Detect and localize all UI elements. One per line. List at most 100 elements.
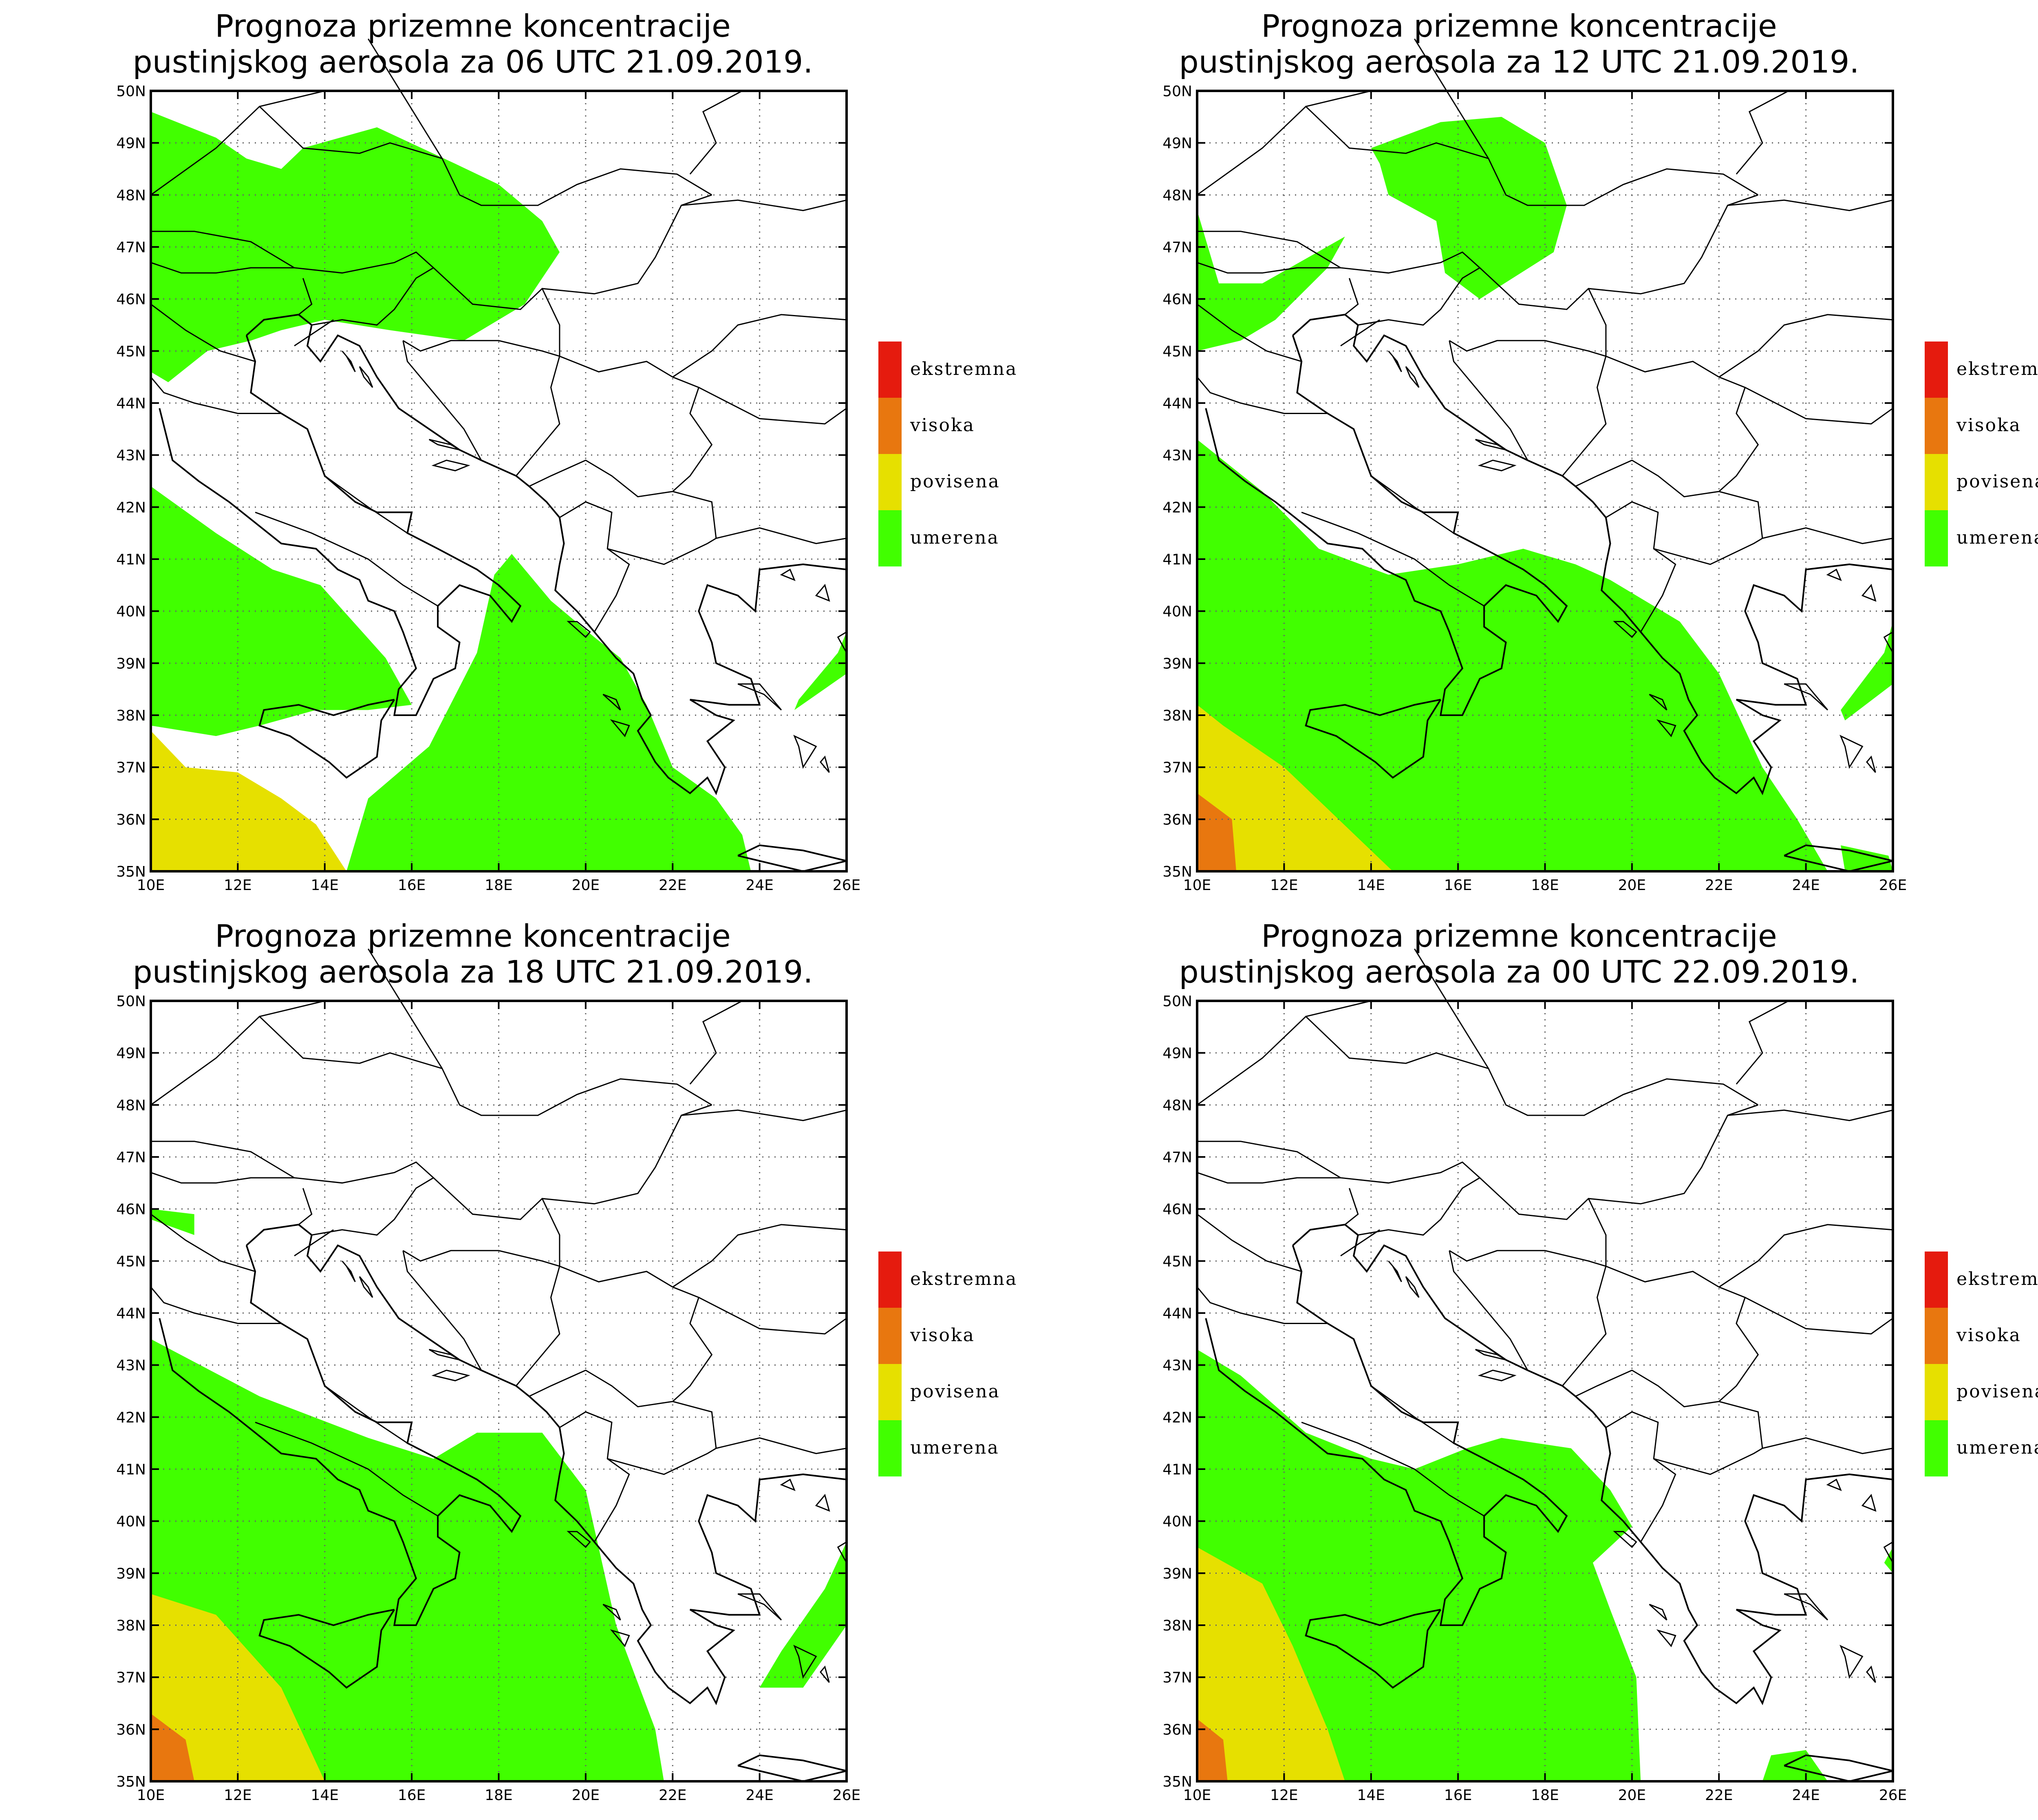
country-border: [559, 501, 630, 632]
country-border: [1196, 377, 1328, 414]
country-border: [150, 1172, 295, 1184]
island: [1656, 719, 1676, 737]
concentration-area: [794, 632, 847, 710]
island: [1784, 1593, 1828, 1621]
island: [1861, 1494, 1877, 1512]
island: [1649, 1604, 1667, 1621]
forecast-panel-2: Prognoza prizemne koncentracije pustinjs…: [1046, 0, 2038, 910]
concentration-area: [1884, 1547, 1893, 1573]
island: [815, 584, 830, 602]
lat-label: 45N: [1162, 1253, 1192, 1270]
country-border: [1197, 106, 1759, 206]
country-border: [368, 948, 443, 1069]
country-border: [150, 1016, 712, 1116]
lat-label: 35N: [116, 1774, 146, 1790]
country-border: [259, 90, 325, 107]
country-border: [1449, 1250, 1606, 1267]
country-border: [607, 1437, 847, 1475]
panel-title-line1: Prognoza prizemne koncentracije: [215, 918, 731, 954]
lon-label: 26E: [1879, 877, 1907, 894]
country-border: [1197, 194, 1758, 310]
country-border: [403, 1250, 560, 1267]
concentration-area: [1197, 1719, 1228, 1781]
concentration-area: [346, 554, 751, 871]
country-border: [698, 387, 847, 425]
island: [567, 621, 591, 638]
country-border: [1736, 90, 1789, 175]
lat-label: 46N: [116, 1201, 146, 1218]
lon-label: 16E: [1444, 1787, 1472, 1804]
country-border: [1306, 1000, 1372, 1017]
island: [1388, 1260, 1402, 1282]
lat-label: 44N: [1162, 1305, 1192, 1322]
lat-label: 48N: [116, 187, 146, 204]
concentration-area: [151, 1209, 194, 1235]
lat-label: 47N: [116, 1149, 146, 1166]
lat-label: 46N: [116, 291, 146, 308]
coastline: [159, 1245, 522, 1626]
lon-label: 24E: [746, 877, 774, 894]
country-border: [541, 288, 713, 492]
lat-label: 47N: [1162, 239, 1192, 256]
country-border: [1197, 1104, 1758, 1220]
legend-swatch-visoka: [1925, 398, 1948, 454]
country-border: [672, 314, 847, 378]
island: [780, 568, 796, 581]
lat-label: 43N: [116, 1357, 146, 1374]
country-border: [150, 1214, 256, 1272]
lat-label: 44N: [116, 1305, 146, 1322]
country-border: [672, 1224, 847, 1288]
lon-label: 24E: [1792, 1787, 1820, 1804]
country-border: [1306, 90, 1372, 107]
panel-title-line2: pustinjskog aerosola za 06 UTC 21.09.201…: [132, 44, 813, 80]
legend-swatch-ekstremna: [1925, 342, 1948, 398]
lon-label: 12E: [224, 1787, 252, 1804]
concentration-area: [1841, 621, 1893, 721]
island: [359, 366, 373, 388]
country-border: [1449, 1250, 1528, 1371]
lon-label: 12E: [224, 877, 252, 894]
concentration-legend: ekstremna visoka povisena umerena: [878, 1252, 1050, 1476]
lat-label: 46N: [1162, 291, 1192, 308]
lat-label: 41N: [116, 1461, 146, 1478]
island: [602, 694, 621, 711]
country-border: [298, 1188, 313, 1225]
island: [1649, 694, 1667, 711]
island: [1839, 735, 1864, 769]
lon-label: 22E: [659, 1787, 687, 1804]
lat-label: 37N: [1162, 760, 1192, 776]
island: [1866, 755, 1876, 773]
country-border: [150, 377, 282, 414]
lat-label: 35N: [1162, 1774, 1192, 1790]
legend-swatch-povisena: [1925, 454, 1948, 510]
island: [610, 719, 630, 737]
country-border: [1197, 304, 1302, 362]
country-border: [1344, 278, 1359, 315]
island: [610, 1629, 630, 1647]
panel-title: Prognoza prizemne koncentracije pustinjs…: [106, 8, 840, 80]
island: [1613, 1531, 1637, 1548]
concentration-area: [151, 486, 412, 736]
country-border: [311, 1177, 434, 1236]
legend-swatch-povisena: [878, 1364, 902, 1420]
country-border: [150, 304, 256, 362]
lon-label: 16E: [398, 1787, 426, 1804]
lat-label: 37N: [116, 1670, 146, 1686]
legend-label-umerena: umerena: [910, 527, 999, 548]
country-border: [1358, 267, 1480, 326]
legend-label-visoka: visoka: [910, 1325, 975, 1346]
lat-label: 50N: [116, 993, 146, 1010]
country-border: [1197, 1214, 1302, 1272]
coastline: [159, 335, 522, 716]
lon-label: 10E: [137, 1787, 165, 1804]
lat-label: 49N: [116, 135, 146, 152]
island: [431, 1369, 470, 1382]
country-border: [1562, 1266, 1607, 1386]
panel-title: Prognoza prizemne koncentracije pustinjs…: [1152, 918, 1886, 990]
island: [1405, 1276, 1420, 1298]
lat-label: 42N: [116, 1409, 146, 1426]
lat-label: 47N: [1162, 1149, 1192, 1166]
country-border: [294, 319, 334, 346]
lat-label: 45N: [116, 343, 146, 360]
